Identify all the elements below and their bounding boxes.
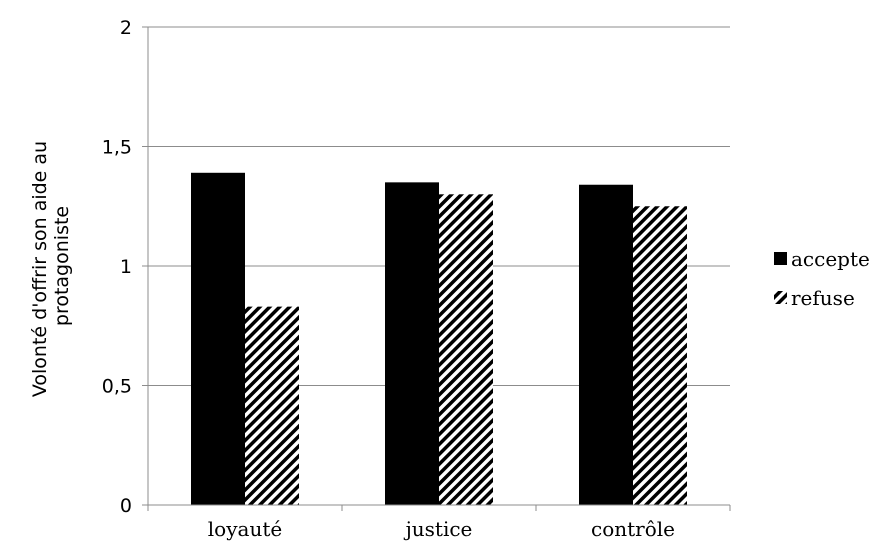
y-tick-label: 1,5 — [102, 137, 132, 159]
bar-accepte-loyauté — [191, 172, 245, 506]
legend: accepte refuse — [774, 247, 870, 310]
y-tick-label: 0 — [120, 495, 132, 517]
y-axis-label-line-2: protagoniste — [51, 206, 73, 326]
x-category-label: loyauté — [208, 517, 282, 541]
bar-refuse-justice — [439, 194, 493, 506]
bar-refuse-contrôle — [633, 206, 687, 505]
y-tick-labels: 0 0,5 1 1,5 2 — [102, 17, 132, 517]
bars — [191, 172, 687, 506]
bar-refuse-loyauté — [245, 306, 299, 505]
x-category-labels: loyauté justice contrôle — [208, 517, 675, 541]
bar-accepte-justice — [385, 182, 439, 505]
y-tick-label: 0,5 — [102, 376, 132, 398]
bar-accepte-contrôle — [579, 184, 633, 506]
legend-swatch-refuse — [774, 291, 787, 304]
x-category-label: contrôle — [591, 517, 675, 541]
legend-swatch-accepte — [774, 252, 787, 265]
legend-label-refuse: refuse — [791, 286, 855, 310]
y-tick-label: 1 — [120, 256, 132, 278]
y-tick-label: 2 — [120, 17, 132, 39]
legend-label-accepte: accepte — [791, 247, 870, 271]
y-axis-label-line-1: Volonté d'offrir son aide au — [29, 141, 51, 397]
x-category-label: justice — [404, 517, 473, 541]
y-axis-label: Volonté d'offrir son aide au protagonist… — [29, 135, 73, 397]
axes — [142, 26, 731, 511]
